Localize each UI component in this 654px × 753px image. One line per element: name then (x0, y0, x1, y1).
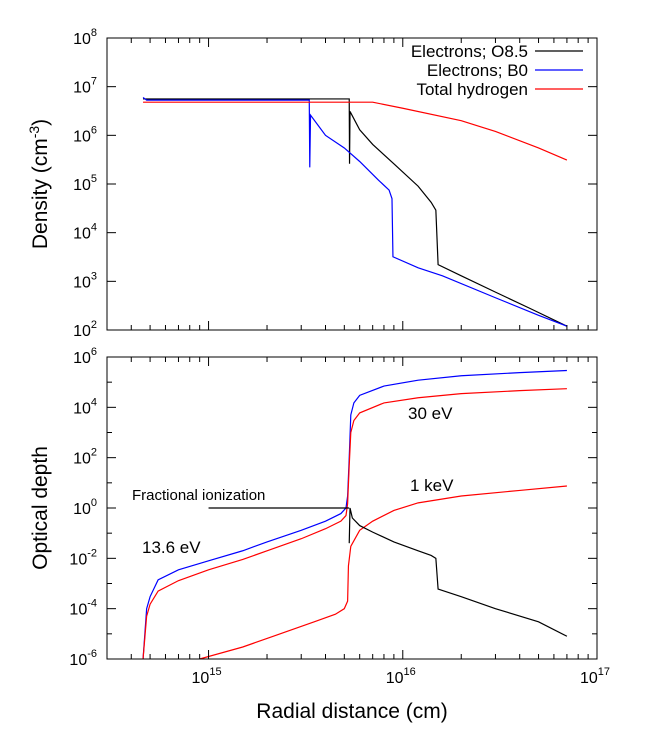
optical-depth-series-line-3 (348, 507, 568, 637)
optical-depth-series-line-0 (142, 369, 567, 659)
optical-depth-y-tick-label: 10-4 (69, 598, 97, 619)
optical-depth-series-group (142, 369, 568, 659)
density-series-line-2 (143, 101, 568, 161)
legend-entry-label: Electrons; B0 (427, 61, 528, 80)
optical-depth-x-tick-label: 1016 (386, 666, 416, 687)
optical-depth-series-line-2 (199, 485, 567, 659)
legend-entry-label: Total hydrogen (416, 80, 528, 99)
density-y-axis-title-exponent: -3 (26, 126, 42, 139)
density-series-line-0 (143, 98, 568, 327)
optical-depth-y-tick-label: 104 (73, 396, 97, 417)
annotation-fractional-ionization: Fractional ionization (132, 487, 265, 504)
annotation-30ev: 30 eV (408, 404, 453, 423)
optical-depth-y-tick-label: 100 (73, 497, 97, 518)
density-panel: 102 103 104 105 106 107 108 Density (cm-3) Ele… (26, 27, 598, 340)
optical-depth-x-tick-label: 1017 (580, 666, 610, 687)
density-series-line-1 (142, 96, 568, 327)
density-y-axis-title-main: Density (cm (29, 138, 52, 249)
annotation-1kev: 1 keV (410, 476, 454, 495)
density-y-axis-title-close: ) (29, 119, 52, 126)
density-y-tick-label: 103 (73, 270, 97, 291)
optical-depth-series-line-1 (142, 388, 567, 659)
annotation-13-6ev: 13.6 eV (142, 538, 201, 557)
density-series-group (142, 96, 568, 327)
density-y-axis-title: Density (cm-3) (26, 119, 52, 249)
density-y-tick-label: 108 (73, 27, 97, 48)
density-y-tick-label: 106 (73, 124, 97, 145)
legend-entry-label: Electrons; O8.5 (411, 42, 528, 61)
optical-depth-ticks: 10-6 10-4 10-2 100 102 104 106 1015 1016 1017 (69, 346, 610, 687)
optical-depth-y-tick-label: 10-2 (69, 547, 97, 568)
density-y-tick-label: 104 (73, 222, 97, 243)
density-ticks: 102 103 104 105 106 107 108 (73, 27, 598, 340)
optical-depth-plot-frame (106, 356, 598, 660)
optical-depth-y-tick-label: 102 (73, 447, 97, 468)
optical-depth-x-tick-label: 1015 (192, 666, 222, 687)
density-y-tick-label: 107 (73, 76, 97, 97)
optical-depth-y-axis-title: Optical depth (29, 446, 52, 570)
optical-depth-y-tick-label: 106 (73, 346, 97, 367)
optical-depth-y-tick-label: 10-6 (69, 648, 97, 669)
x-axis-title: Radial distance (cm) (256, 700, 447, 723)
density-y-tick-label: 102 (73, 319, 97, 340)
density-y-tick-label: 105 (73, 173, 97, 194)
optical-depth-panel: 10-6 10-4 10-2 100 102 104 106 1015 1016 1017 Opt… (29, 346, 610, 723)
